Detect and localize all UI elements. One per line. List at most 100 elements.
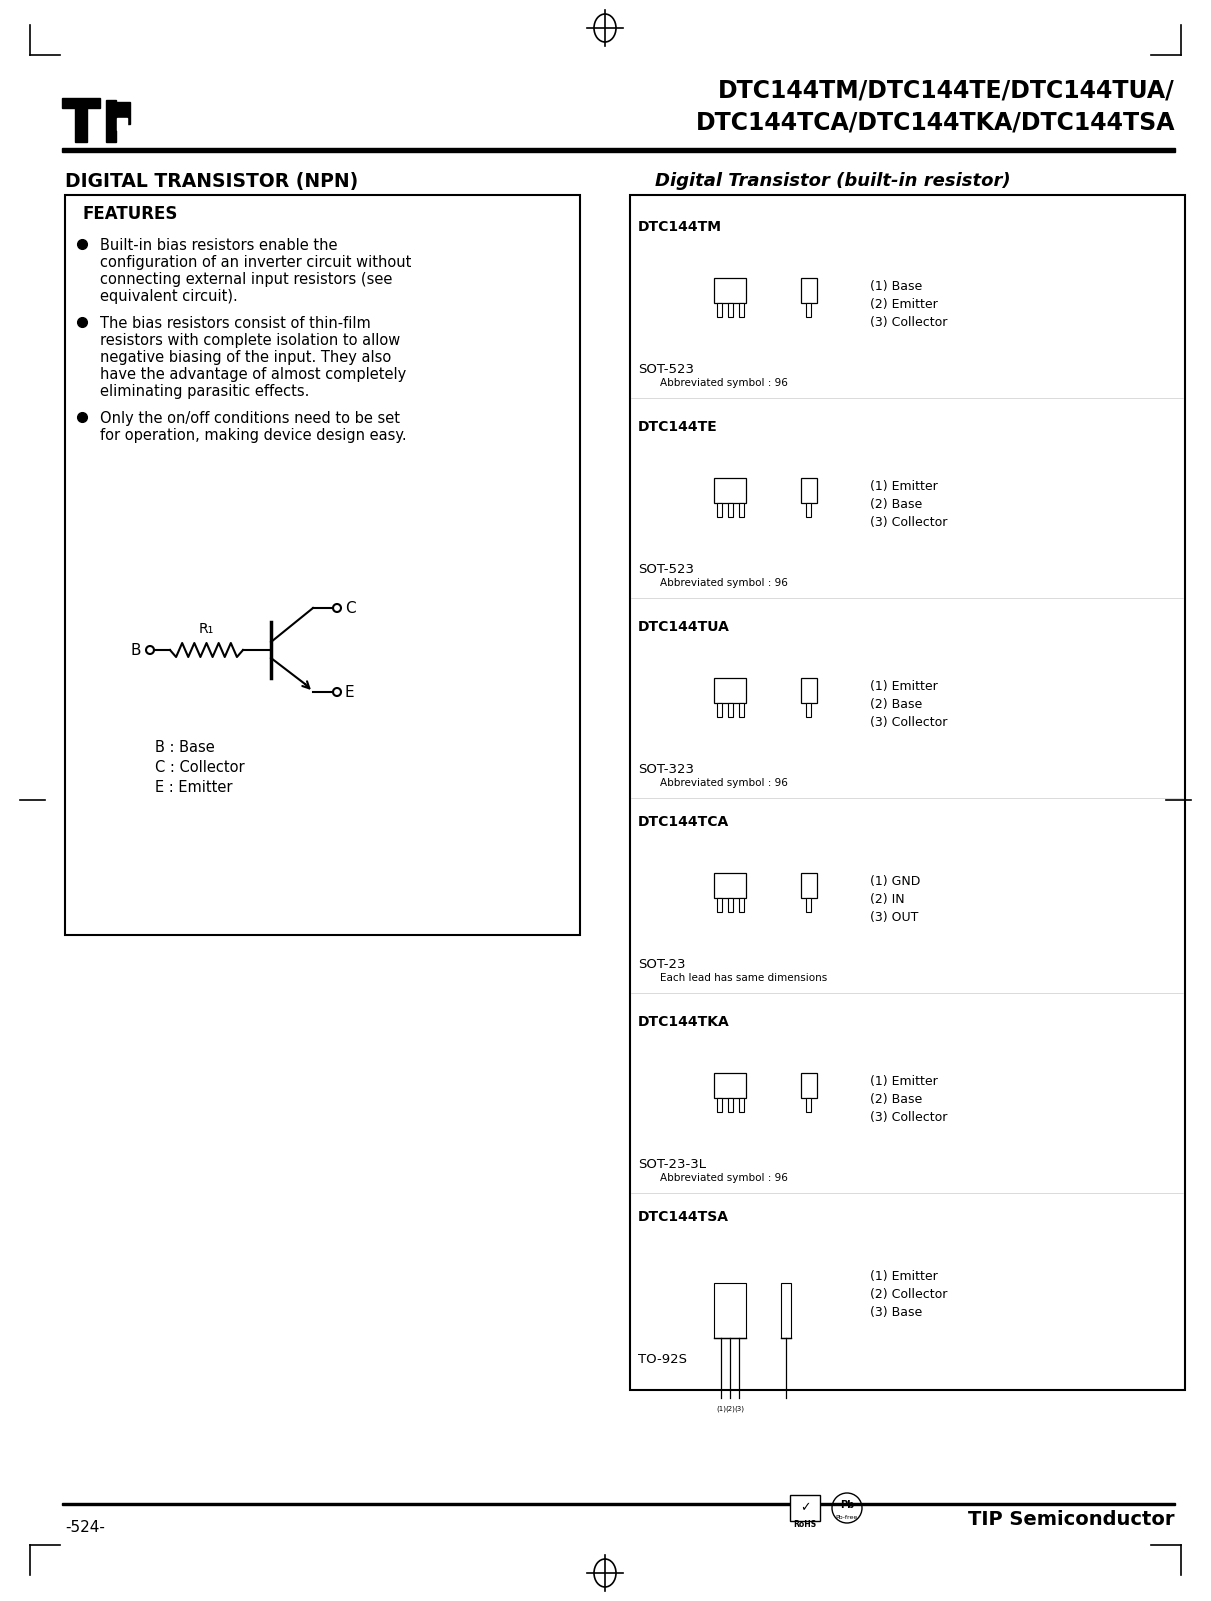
Text: Pb: Pb: [840, 1500, 854, 1510]
Text: (1) Emitter: (1) Emitter: [869, 1270, 937, 1282]
Bar: [117, 118, 127, 130]
Bar: [739, 898, 744, 911]
Bar: [116, 102, 130, 123]
Bar: [807, 703, 811, 717]
Text: (3) Collector: (3) Collector: [869, 516, 947, 528]
Text: (1) Base: (1) Base: [869, 280, 923, 293]
Text: Only the on/off conditions need to be set: Only the on/off conditions need to be se…: [101, 411, 400, 426]
Text: (1) Emitter: (1) Emitter: [869, 1074, 937, 1089]
Text: (2): (2): [725, 1406, 735, 1412]
Bar: [107, 99, 116, 142]
Text: (2) Collector: (2) Collector: [869, 1287, 947, 1302]
Text: (2) Base: (2) Base: [869, 498, 923, 511]
Text: SOT-23-3L: SOT-23-3L: [638, 1158, 706, 1170]
Bar: [65, 195, 580, 935]
Bar: [75, 106, 87, 142]
Bar: [790, 1495, 820, 1521]
Text: DTC144TCA: DTC144TCA: [638, 815, 729, 829]
Bar: [714, 277, 746, 303]
Text: eliminating parasitic effects.: eliminating parasitic effects.: [101, 384, 309, 399]
Text: Built-in bias resistors enable the: Built-in bias resistors enable the: [101, 239, 338, 253]
Text: (3) Collector: (3) Collector: [869, 1111, 947, 1124]
Text: DIGITAL TRANSISTOR (NPN): DIGITAL TRANSISTOR (NPN): [65, 171, 358, 191]
Text: E : Emitter: E : Emitter: [155, 780, 233, 796]
Bar: [728, 303, 733, 317]
Bar: [807, 303, 811, 317]
Bar: [717, 703, 722, 717]
Text: connecting external input resistors (see: connecting external input resistors (see: [101, 272, 392, 287]
Bar: [781, 1282, 791, 1337]
Text: The bias resistors consist of thin-film: The bias resistors consist of thin-film: [101, 315, 371, 331]
Bar: [807, 898, 811, 911]
Text: FEATURES: FEATURES: [82, 205, 177, 223]
Text: (3) Collector: (3) Collector: [869, 315, 947, 328]
Bar: [728, 1098, 733, 1111]
Text: Abbreviated symbol : 96: Abbreviated symbol : 96: [660, 578, 788, 588]
Text: have the advantage of almost completely: have the advantage of almost completely: [101, 367, 406, 383]
Text: configuration of an inverter circuit without: configuration of an inverter circuit wit…: [101, 255, 412, 271]
Text: Abbreviated symbol : 96: Abbreviated symbol : 96: [660, 1174, 788, 1183]
Text: SOT-523: SOT-523: [638, 363, 694, 376]
Text: equivalent circuit).: equivalent circuit).: [101, 290, 237, 304]
Text: Digital Transistor (built-in resistor): Digital Transistor (built-in resistor): [655, 171, 1011, 191]
Text: -524-: -524-: [65, 1519, 105, 1535]
Bar: [717, 898, 722, 911]
Bar: [714, 873, 746, 898]
Bar: [728, 898, 733, 911]
Text: ✓: ✓: [799, 1502, 810, 1515]
Text: Abbreviated symbol : 96: Abbreviated symbol : 96: [660, 378, 788, 387]
Text: resistors with complete isolation to allow: resistors with complete isolation to all…: [101, 333, 401, 347]
Text: R₁: R₁: [199, 623, 214, 636]
Text: E: E: [345, 685, 355, 700]
Bar: [739, 503, 744, 517]
Bar: [717, 303, 722, 317]
Text: DTC144TUA: DTC144TUA: [638, 620, 730, 634]
Bar: [800, 677, 817, 703]
Bar: [714, 1282, 746, 1337]
Text: Each lead has same dimensions: Each lead has same dimensions: [660, 973, 827, 983]
Text: TO-92S: TO-92S: [638, 1353, 687, 1366]
Bar: [62, 147, 1175, 152]
Text: C : Collector: C : Collector: [155, 760, 245, 775]
Text: (2) Base: (2) Base: [869, 698, 923, 711]
Bar: [739, 1098, 744, 1111]
Text: (1): (1): [716, 1406, 727, 1412]
Text: Pb-free: Pb-free: [836, 1515, 859, 1519]
Bar: [630, 195, 1186, 1390]
Text: TIP Semiconductor: TIP Semiconductor: [969, 1510, 1175, 1529]
Text: RoHS: RoHS: [793, 1519, 816, 1529]
Text: SOT-323: SOT-323: [638, 764, 694, 776]
Bar: [800, 277, 817, 303]
Text: negative biasing of the input. They also: negative biasing of the input. They also: [101, 351, 391, 365]
Bar: [714, 477, 746, 503]
Text: (3): (3): [734, 1406, 744, 1412]
Bar: [807, 1098, 811, 1111]
Bar: [807, 503, 811, 517]
Text: B : Base: B : Base: [155, 740, 214, 756]
Text: DTC144TM/DTC144TE/DTC144TUA/: DTC144TM/DTC144TE/DTC144TUA/: [718, 78, 1175, 102]
Bar: [714, 1073, 746, 1098]
Bar: [800, 873, 817, 898]
Bar: [714, 677, 746, 703]
Bar: [717, 503, 722, 517]
Bar: [62, 98, 101, 107]
Text: (3) Collector: (3) Collector: [869, 716, 947, 728]
Text: DTC144TM: DTC144TM: [638, 219, 722, 234]
Text: (1) Emitter: (1) Emitter: [869, 680, 937, 693]
Text: SOT-523: SOT-523: [638, 564, 694, 576]
Text: (1) Emitter: (1) Emitter: [869, 480, 937, 493]
Text: Abbreviated symbol : 96: Abbreviated symbol : 96: [660, 778, 788, 788]
Text: SOT-23: SOT-23: [638, 957, 685, 970]
Bar: [739, 703, 744, 717]
Text: (3) OUT: (3) OUT: [869, 911, 918, 924]
Text: DTC144TCA/DTC144TKA/DTC144TSA: DTC144TCA/DTC144TKA/DTC144TSA: [695, 110, 1175, 134]
Bar: [62, 1502, 1175, 1505]
Text: C: C: [345, 600, 356, 615]
Bar: [739, 303, 744, 317]
Text: (2) Emitter: (2) Emitter: [869, 298, 937, 311]
Bar: [800, 477, 817, 503]
Text: DTC144TKA: DTC144TKA: [638, 1015, 730, 1029]
Text: B: B: [131, 642, 140, 658]
Text: (2) IN: (2) IN: [869, 893, 905, 906]
Bar: [728, 703, 733, 717]
